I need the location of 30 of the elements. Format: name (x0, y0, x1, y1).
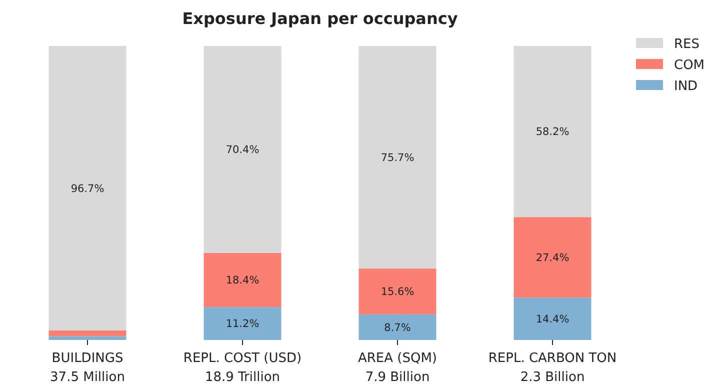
data-label: 27.4% (536, 252, 570, 264)
bar (358, 46, 436, 269)
data-label: 11.2% (226, 318, 260, 330)
x-tick-label: REPL. COST (USD) 18.9 Trillion (183, 351, 302, 385)
chart-title: Exposure Japan per occupancy (182, 9, 458, 28)
data-label: 70.4% (226, 144, 260, 156)
x-tick-label: AREA (SQM) 7.9 Billion (358, 351, 438, 385)
data-label: 18.4% (226, 274, 260, 287)
bar (358, 268, 436, 314)
data-label: 14.4% (536, 314, 570, 326)
bar (48, 336, 126, 340)
data-label: 58.2% (536, 126, 570, 138)
x-tick-label: BUILDINGS 37.5 Million (50, 351, 125, 385)
data-label: 15.6% (380, 286, 414, 298)
bar (514, 46, 592, 218)
legend-label: IND (674, 79, 698, 94)
data-label: 75.7% (380, 152, 414, 164)
bar (204, 252, 282, 308)
bar (204, 307, 282, 340)
bar (204, 46, 282, 253)
bar (514, 217, 592, 298)
bar (358, 314, 436, 340)
data-label: 96.7% (70, 182, 104, 195)
legend-label: COM (674, 58, 705, 73)
bar (48, 46, 126, 330)
legend-label: RES (674, 37, 700, 52)
bar (48, 330, 126, 336)
x-tick-label: REPL. CARBON TON 2.3 Billion (488, 351, 617, 385)
data-label: 8.7% (384, 322, 411, 334)
bar (514, 298, 592, 340)
